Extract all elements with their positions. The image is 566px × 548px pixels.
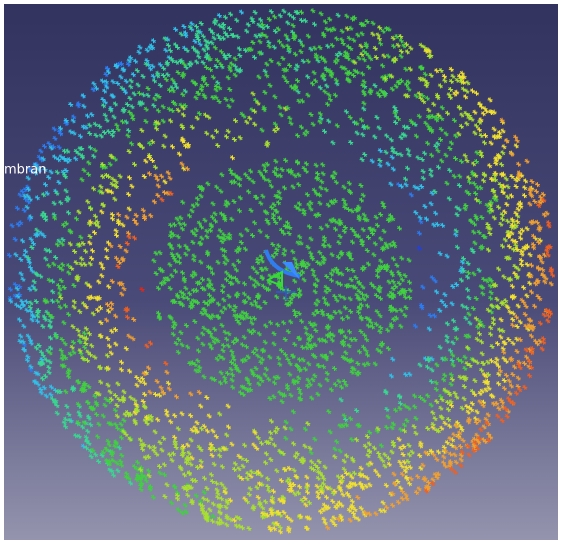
page: mbran (() => { const data = JSON.parse(d… <box>0 0 566 548</box>
viewport: mbran <box>0 0 566 548</box>
part-label: mbran <box>4 163 46 178</box>
